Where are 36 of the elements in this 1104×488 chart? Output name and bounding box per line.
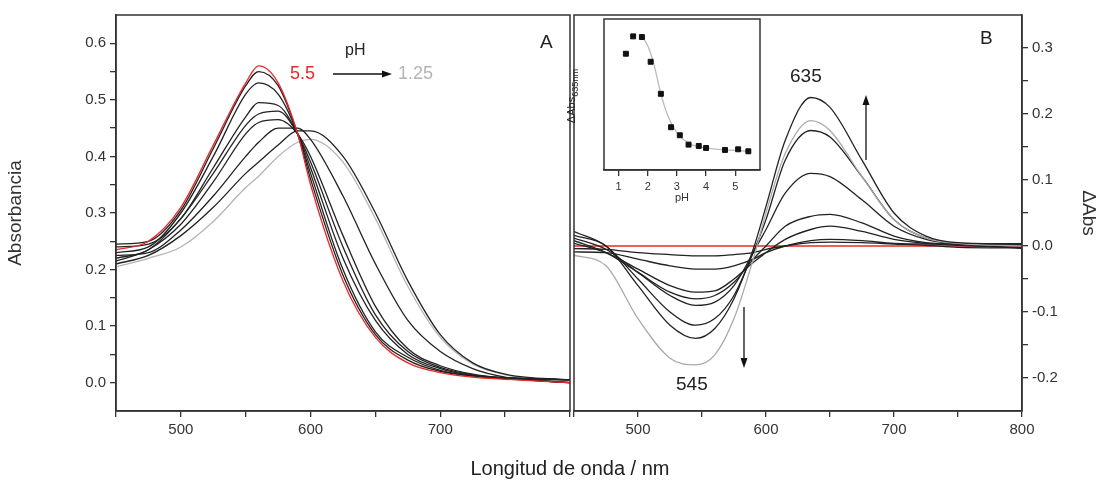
x-axis-title: pH — [674, 191, 690, 204]
y-tick-label: 0.2 — [85, 259, 106, 277]
x-tick-label: 4 — [702, 179, 710, 192]
x-tick-label: 600 — [298, 420, 324, 438]
y2-axis-title: ΔAbs — [1079, 190, 1101, 236]
x-tick-label: 500 — [625, 420, 651, 438]
y2-tick-label: -0.1 — [1032, 302, 1058, 320]
annotation: 635 — [790, 65, 822, 86]
x-tick-label: 1 — [615, 179, 622, 192]
annotation: A — [540, 31, 553, 52]
y-tick-label: 0.0 — [85, 372, 106, 390]
y2-tick-label: 0.2 — [1032, 104, 1053, 122]
x-axis-title: Longitud de onda / nm — [469, 457, 671, 479]
y2-tick-label: 0.0 — [1032, 236, 1053, 254]
y2-tick-label: -0.2 — [1032, 368, 1058, 386]
y-tick-label: 0.3 — [85, 203, 106, 221]
x-tick-label: 600 — [753, 420, 779, 438]
x-tick-label: 800 — [1009, 420, 1035, 438]
y-tick-label: 0.1 — [85, 316, 106, 334]
x-tick-label: 700 — [881, 420, 907, 438]
x-tick-label: 2 — [644, 179, 651, 192]
annotation: pH — [345, 41, 366, 58]
x-tick-label: 700 — [427, 420, 453, 438]
x-tick-label: 500 — [168, 420, 194, 438]
annotation: 545 — [676, 373, 708, 394]
y2-tick-label: 0.3 — [1032, 38, 1053, 56]
x-tick-label: 3 — [673, 179, 680, 192]
x-tick-label: 5 — [732, 179, 739, 192]
annotation: 1.25 — [398, 63, 434, 83]
y2-tick-label: 0.1 — [1032, 170, 1053, 188]
annotation: 5.5 — [290, 63, 316, 83]
annotation: B — [980, 27, 993, 48]
y-tick-label: 0.4 — [85, 146, 106, 164]
y-axis-title: Absorbancia — [3, 159, 25, 266]
y-tick-label: 0.5 — [85, 90, 106, 107]
y-tick-label: 0.6 — [85, 33, 106, 51]
